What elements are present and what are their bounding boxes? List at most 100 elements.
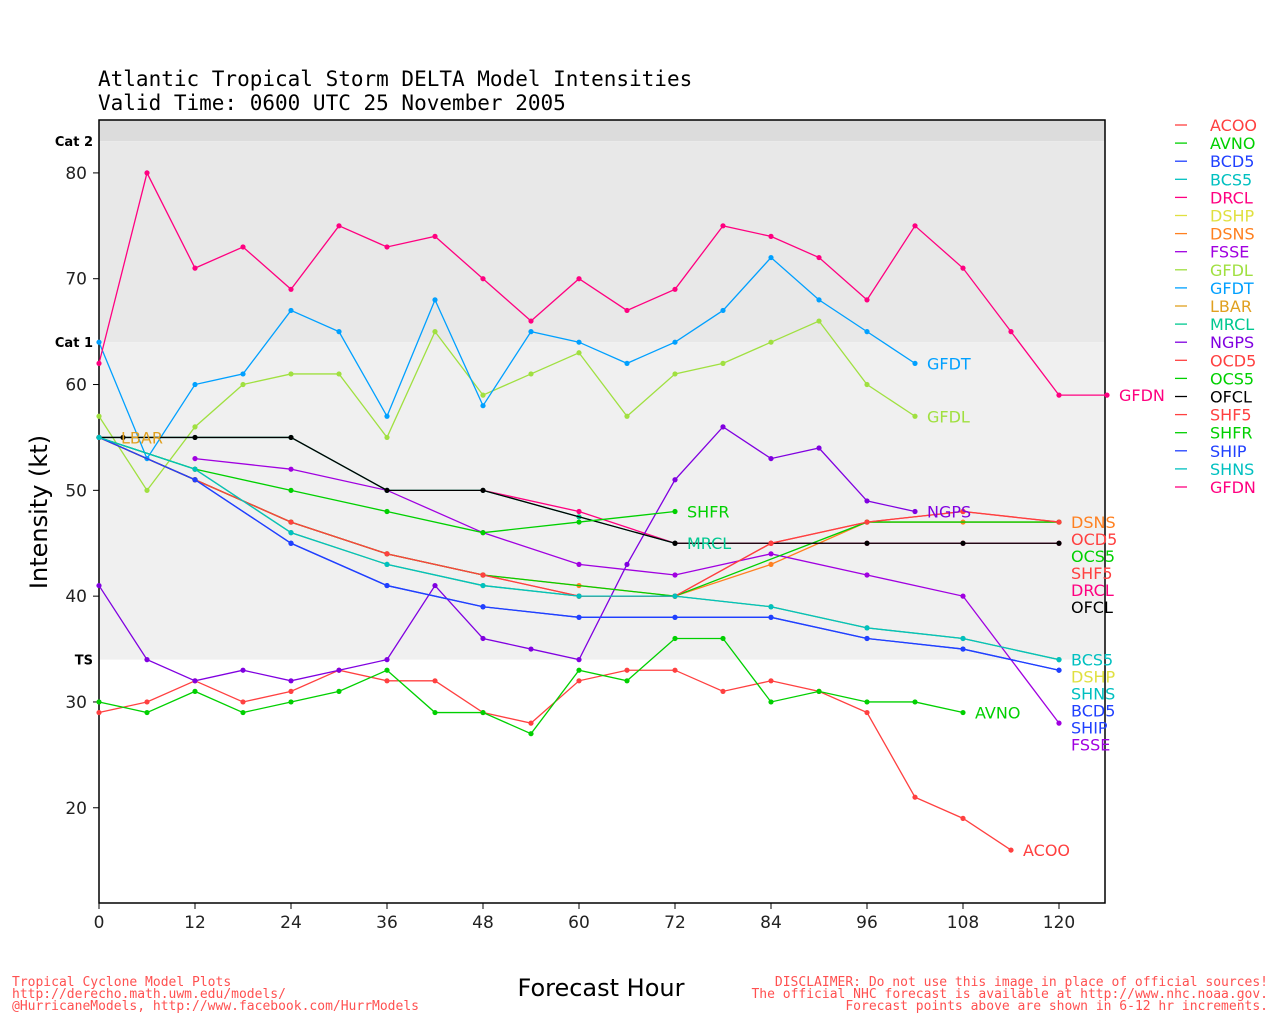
data-point-ngps [624, 561, 630, 568]
data-point-shfr [480, 530, 486, 536]
data-point-ship [192, 477, 198, 483]
legend-entry-bcs5: BCS5 [1210, 170, 1252, 189]
data-point-ofcl [864, 540, 870, 546]
data-point-acoo [672, 667, 678, 673]
data-point-gfdn [672, 286, 678, 292]
x-tick-label: 36 [376, 913, 398, 933]
data-point-acoo [432, 678, 438, 684]
data-point-gfdl [96, 413, 102, 419]
legend-entry-drcl: DRCL [1210, 188, 1253, 207]
data-point-shns [1056, 657, 1062, 663]
x-tick-label: 48 [472, 913, 494, 933]
series-end-label: MRCL [687, 534, 731, 553]
data-point-ship [960, 646, 966, 652]
data-point-fsse [672, 572, 678, 578]
data-point-gfdl [816, 318, 822, 324]
band-label: Cat 2 [55, 135, 93, 150]
series-end-label: AVNO [975, 704, 1020, 723]
data-point-ofcl [480, 487, 486, 493]
data-point-acoo [768, 678, 774, 684]
data-point-gfdl [192, 424, 198, 430]
data-point-shfr [288, 487, 294, 493]
data-point-avno [336, 688, 342, 694]
legend-entry-acoo: ACOO [1210, 116, 1257, 135]
data-point-gfdl [144, 487, 150, 493]
data-point-gfdn [912, 223, 918, 229]
data-point-dsns [768, 561, 774, 568]
legend-entry-ship: SHIP [1210, 442, 1247, 461]
series-end-label: GFDT [927, 354, 971, 373]
data-point-gfdl [480, 392, 486, 398]
data-point-shf5 [384, 551, 390, 557]
y-axis-label: Intensity (kt) [25, 435, 53, 589]
data-point-acoo [144, 699, 150, 705]
data-point-gfdn [720, 223, 726, 229]
data-point-gfdl [384, 434, 390, 441]
data-point-avno [288, 699, 294, 705]
data-point-gfdl [624, 413, 630, 419]
data-point-gfdn [144, 170, 150, 176]
data-point-ngps [720, 424, 726, 430]
data-point-ofcl [384, 487, 390, 493]
data-point-gfdn [432, 233, 438, 239]
data-point-gfdl [768, 339, 774, 345]
series-end-label: DSNS [1071, 513, 1116, 532]
data-point-acoo [528, 720, 534, 726]
data-point-gfdl [432, 329, 438, 335]
data-point-gfdt [864, 329, 870, 335]
data-point-gfdt [720, 307, 726, 314]
x-tick-label: 72 [664, 913, 686, 933]
data-point-ngps [528, 646, 534, 652]
data-point-ship [288, 540, 294, 546]
series-line-ofcl [99, 436, 1059, 544]
data-point-avno [912, 699, 918, 705]
data-point-ngps [192, 678, 198, 684]
data-point-gfdn [288, 286, 294, 292]
data-point-ngps [144, 657, 150, 663]
data-point-gfdn [480, 276, 486, 282]
x-axis-label: Forecast Hour [518, 974, 685, 1002]
legend-entry-lbar: LBAR [1210, 297, 1252, 316]
data-point-ngps [576, 657, 582, 663]
footer-left-line: @HurricaneModels, http://www.facebook.co… [12, 999, 419, 1014]
footer-right: DISCLAIMER: Do not use this image in pla… [751, 976, 1268, 1014]
data-point-shns [96, 434, 102, 441]
data-point-avno [432, 709, 438, 716]
data-point-acoo [576, 678, 582, 684]
data-point-gfdt [96, 339, 102, 345]
data-point-fsse [960, 593, 966, 599]
data-point-shfr [576, 519, 582, 525]
data-point-drcl [576, 508, 582, 515]
data-point-ship [1056, 667, 1062, 673]
legend-entry-ocd5: OCD5 [1210, 351, 1256, 370]
data-point-gfdl [336, 371, 342, 377]
data-point-avno [624, 678, 630, 684]
data-point-acoo [384, 678, 390, 684]
data-point-acoo [960, 815, 966, 821]
chart-subtitle: Valid Time: 0600 UTC 25 November 2005 [98, 91, 566, 115]
data-point-avno [720, 635, 726, 642]
data-point-acoo [912, 794, 918, 800]
data-point-ngps [768, 455, 774, 462]
data-point-fsse [1056, 720, 1062, 726]
data-point-shns [768, 604, 774, 610]
data-point-shf5 [768, 540, 774, 546]
data-point-gfdt [480, 403, 486, 409]
y-tick-label: 30 [65, 693, 87, 713]
data-point-acoo [720, 688, 726, 694]
x-tick-label: 0 [94, 913, 105, 933]
disclaimer-line: Forecast points above are shown in 6-12 … [845, 999, 1268, 1014]
legend-entry-ngps: NGPS [1210, 333, 1254, 352]
data-point-gfdn [960, 265, 966, 271]
data-point-shns [480, 582, 486, 589]
disclaimer-line: The official NHC forecast is available a… [751, 987, 1268, 1002]
x-tick-label: 120 [1043, 913, 1075, 933]
data-point-shf5 [864, 519, 870, 525]
series-line-acoo [98, 669, 1012, 851]
data-point-ofcl [120, 434, 126, 441]
series-line-gfdt [98, 256, 916, 460]
x-tick-label: 84 [760, 913, 782, 933]
series-end-label: DRCL [1071, 581, 1114, 600]
data-point-fsse [864, 572, 870, 578]
